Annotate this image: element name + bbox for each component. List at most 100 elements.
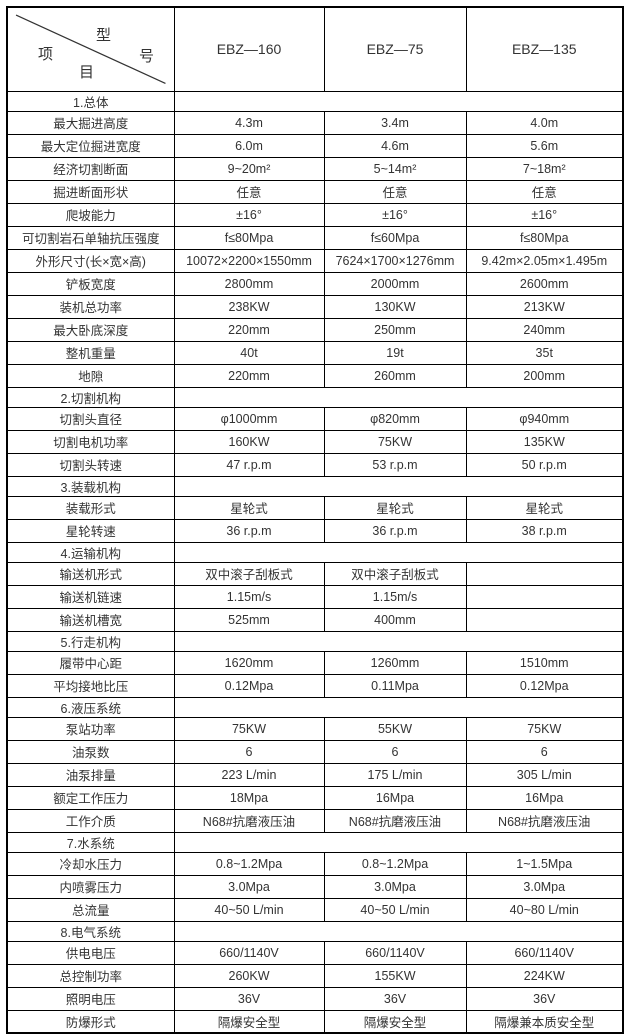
- row-label-cell: 内喷雾压力: [6, 874, 175, 899]
- row-label-cell: 星轮转速: [6, 518, 175, 543]
- value-cell: 0.12Mpa: [173, 673, 325, 698]
- table-row: 输送机槽宽 525mm 400mm: [6, 607, 624, 632]
- value-cell: 53 r.p.m: [323, 452, 467, 477]
- value-cell: 双中滚子刮板式: [323, 561, 467, 586]
- row-label-cell: 掘进断面形状: [6, 179, 175, 204]
- value-cell: [465, 561, 624, 586]
- row-label-cell: 可切割岩石单轴抗压强度: [6, 225, 175, 250]
- table-row: 掘进断面形状 任意 任意 任意: [6, 179, 624, 204]
- table-row: 输送机形式 双中滚子刮板式 双中滚子刮板式: [6, 561, 624, 586]
- value-cell: 6: [323, 739, 467, 764]
- row-label-cell: 输送机链速: [6, 584, 175, 609]
- section-row: 8.电气系统: [6, 920, 624, 942]
- value-cell: 7624×1700×1276mm: [323, 248, 467, 273]
- value-cell: 213KW: [465, 294, 624, 319]
- row-label-cell: 照明电压: [6, 986, 175, 1011]
- value-cell: 240mm: [465, 317, 624, 342]
- value-cell: 75KW: [323, 429, 467, 454]
- section-empty-cell: [173, 696, 624, 718]
- table-row: 工作介质 N68#抗磨液压油 N68#抗磨液压油 N68#抗磨液压油: [6, 808, 624, 833]
- table-row: 经济切割断面 9~20m² 5~14m² 7~18m²: [6, 156, 624, 181]
- column-header-ebz-160: EBZ—160: [173, 6, 325, 92]
- table-row: 总流量 40~50 L/min 40~50 L/min 40~80 L/min: [6, 897, 624, 922]
- table-row: 供电电压 660/1140V 660/1140V 660/1140V: [6, 940, 624, 965]
- value-cell: 任意: [323, 179, 467, 204]
- table-row: 泵站功率 75KW 55KW 75KW: [6, 716, 624, 741]
- value-cell: 135KW: [465, 429, 624, 454]
- value-cell: 40~50 L/min: [323, 897, 467, 922]
- section-label-cell: 2.切割机构: [6, 386, 175, 408]
- spec-table-body: 1.总体 最大掘进高度 4.3m 3.4m 4.0m 最大定位掘进宽度 6.0m 4.6m 5.…: [6, 90, 624, 1034]
- value-cell: 6.0m: [173, 133, 325, 158]
- table-row: 装机总功率 238KW 130KW 213KW: [6, 294, 624, 319]
- value-cell: 10072×2200×1550mm: [173, 248, 325, 273]
- column-header-ebz-135: EBZ—135: [465, 6, 624, 92]
- row-label-cell: 输送机形式: [6, 561, 175, 586]
- row-label-cell: 油泵排量: [6, 762, 175, 787]
- value-cell: 4.0m: [465, 110, 624, 135]
- row-label-cell: 爬坡能力: [6, 202, 175, 227]
- table-row: 额定工作压力 18Mpa 16Mpa 16Mpa: [6, 785, 624, 810]
- section-row: 2.切割机构: [6, 386, 624, 408]
- value-cell: 9.42m×2.05m×1.495m: [465, 248, 624, 273]
- spec-table: 型 号 项 目 EBZ—160 EBZ—75 EBZ—135 1.总体 最大掘进高…: [6, 6, 624, 1034]
- table-row: 防爆形式 隔爆安全型 隔爆安全型 隔爆兼本质安全型: [6, 1009, 624, 1034]
- value-cell: 50 r.p.m: [465, 452, 624, 477]
- row-label-cell: 外形尺寸(长×宽×高): [6, 248, 175, 273]
- value-cell: 16Mpa: [323, 785, 467, 810]
- value-cell: 1~1.5Mpa: [465, 851, 624, 876]
- value-cell: 238KW: [173, 294, 325, 319]
- header-row: 型 号 项 目 EBZ—160 EBZ—75 EBZ—135: [6, 6, 624, 92]
- value-cell: φ820mm: [323, 406, 467, 431]
- value-cell: 星轮式: [173, 495, 325, 520]
- value-cell: 1510mm: [465, 650, 624, 675]
- value-cell: 200mm: [465, 363, 624, 388]
- value-cell: 任意: [465, 179, 624, 204]
- value-cell: N68#抗磨液压油: [173, 808, 325, 833]
- value-cell: 1620mm: [173, 650, 325, 675]
- table-row: 切割头直径 φ1000mm φ820mm φ940mm: [6, 406, 624, 431]
- value-cell: 19t: [323, 340, 467, 365]
- value-cell: 任意: [173, 179, 325, 204]
- value-cell: 224KW: [465, 963, 624, 988]
- value-cell: f≤80Mpa: [173, 225, 325, 250]
- value-cell: 隔爆安全型: [173, 1009, 325, 1034]
- table-row: 最大卧底深度 220mm 250mm 240mm: [6, 317, 624, 342]
- section-empty-cell: [173, 90, 624, 112]
- value-cell: 4.3m: [173, 110, 325, 135]
- table-row: 铲板宽度 2800mm 2000mm 2600mm: [6, 271, 624, 296]
- value-cell: 35t: [465, 340, 624, 365]
- value-cell: [465, 584, 624, 609]
- value-cell: 40~80 L/min: [465, 897, 624, 922]
- row-label-cell: 防爆形式: [6, 1009, 175, 1034]
- corner-model-char-top: 型: [96, 27, 112, 44]
- corner-model-char-right: 号: [139, 48, 155, 65]
- table-row: 爬坡能力 ±16° ±16° ±16°: [6, 202, 624, 227]
- value-cell: 16Mpa: [465, 785, 624, 810]
- table-row: 外形尺寸(长×宽×高) 10072×2200×1550mm 7624×1700×12…: [6, 248, 624, 273]
- corner-header-cell: 型 号 项 目: [6, 6, 175, 92]
- row-label-cell: 输送机槽宽: [6, 607, 175, 632]
- value-cell: f≤80Mpa: [465, 225, 624, 250]
- value-cell: 260KW: [173, 963, 325, 988]
- value-cell: 36 r.p.m: [323, 518, 467, 543]
- value-cell: 250mm: [323, 317, 467, 342]
- section-empty-cell: [173, 920, 624, 942]
- value-cell: 220mm: [173, 363, 325, 388]
- value-cell: 4.6m: [323, 133, 467, 158]
- row-label-cell: 工作介质: [6, 808, 175, 833]
- value-cell: 36V: [323, 986, 467, 1011]
- column-header-ebz-75: EBZ—75: [323, 6, 467, 92]
- value-cell: [465, 607, 624, 632]
- value-cell: 36V: [173, 986, 325, 1011]
- value-cell: 305 L/min: [465, 762, 624, 787]
- table-row: 装载形式 星轮式 星轮式 星轮式: [6, 495, 624, 520]
- row-label-cell: 冷却水压力: [6, 851, 175, 876]
- table-row: 输送机链速 1.15m/s 1.15m/s: [6, 584, 624, 609]
- value-cell: 40~50 L/min: [173, 897, 325, 922]
- table-row: 总控制功率 260KW 155KW 224KW: [6, 963, 624, 988]
- table-row: 可切割岩石单轴抗压强度 f≤80Mpa f≤60Mpa f≤80Mpa: [6, 225, 624, 250]
- value-cell: 9~20m²: [173, 156, 325, 181]
- value-cell: 6: [465, 739, 624, 764]
